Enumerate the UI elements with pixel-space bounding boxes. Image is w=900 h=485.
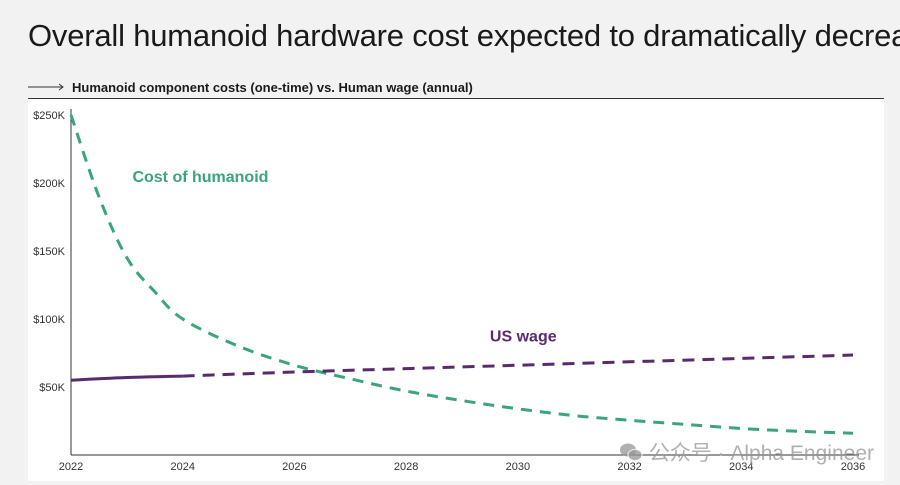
series-line-us-wage-historical- <box>70 374 183 382</box>
chart-area: $50K $100K $150K $200K $250K 2022 2024 2026 2028… <box>28 99 884 481</box>
chart-title: Overall humanoid hardware cost expected … <box>28 18 900 53</box>
x-tick-label: 2026 <box>282 461 306 473</box>
x-tick-label: 2034 <box>729 461 753 473</box>
series-line-us-wage-projected- <box>182 353 854 378</box>
x-tick-label: 2024 <box>170 461 194 473</box>
x-tick-label: 2030 <box>506 461 530 473</box>
series-label-us-wage: US wage <box>490 328 557 345</box>
chart-subtitle: Humanoid component costs (one-time) vs. … <box>72 79 473 95</box>
x-tick-label: 2022 <box>59 461 83 473</box>
y-tick-label: $150K <box>33 246 65 258</box>
y-tick-label: $200K <box>33 178 65 190</box>
arrow-right-icon <box>28 83 64 91</box>
watermark-text: 公众号 · Alpha Engineer <box>648 442 874 465</box>
watermark: 公众号 · Alpha Engineer <box>619 437 874 467</box>
series-label-cost-of-humanoid: Cost of humanoid <box>132 169 268 186</box>
wechat-icon <box>619 443 643 461</box>
x-tick-label: 2028 <box>394 461 418 473</box>
subtitle-row: Humanoid component costs (one-time) vs. … <box>28 76 884 99</box>
x-tick-label: 2036 <box>841 461 865 473</box>
y-tick-label: $100K <box>33 314 65 326</box>
series-line-cost-of-humanoid <box>69 114 854 435</box>
y-tick-label: $250K <box>33 110 65 122</box>
line-chart: $50K $100K $150K $200K $250K 2022 2024 2026 2028… <box>33 109 865 473</box>
y-tick-label: $50K <box>39 382 65 394</box>
x-tick-label: 2032 <box>617 461 641 473</box>
